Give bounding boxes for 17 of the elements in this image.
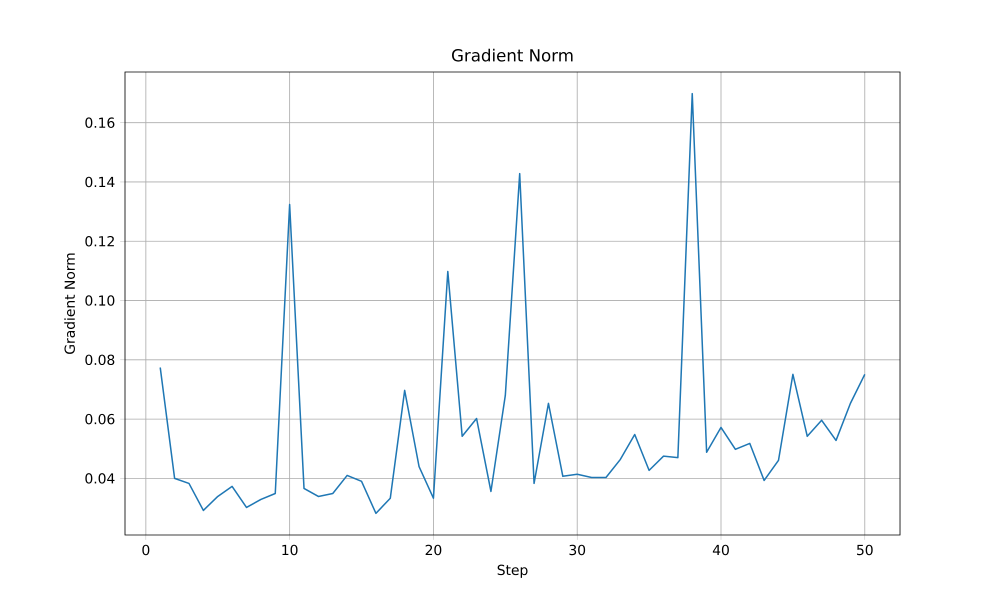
x-tick-label: 40: [712, 544, 729, 556]
y-tick-label: 0.04: [85, 473, 114, 484]
x-tick-label: 50: [857, 544, 873, 556]
y-tick-label: 0.06: [85, 414, 114, 424]
line-series: [159, 92, 866, 514]
y-tick-label: 0.08: [85, 354, 114, 366]
y-tick-label: 0.10: [85, 295, 114, 306]
x-tick-label: 20: [426, 544, 442, 556]
x-tick-label: 30: [569, 544, 586, 556]
x-tick-label: 10: [282, 544, 298, 556]
y-tick-label: 0.12: [85, 236, 114, 246]
y-tick-label: 0.16: [85, 117, 114, 128]
chart-title: Gradient Norm: [452, 48, 573, 62]
y-tick-label: 0.14: [85, 176, 114, 188]
x-tick-label: 0: [142, 544, 150, 556]
y-axis-title: Gradient Norm: [64, 253, 75, 354]
x-axis-title: Step: [498, 564, 528, 578]
